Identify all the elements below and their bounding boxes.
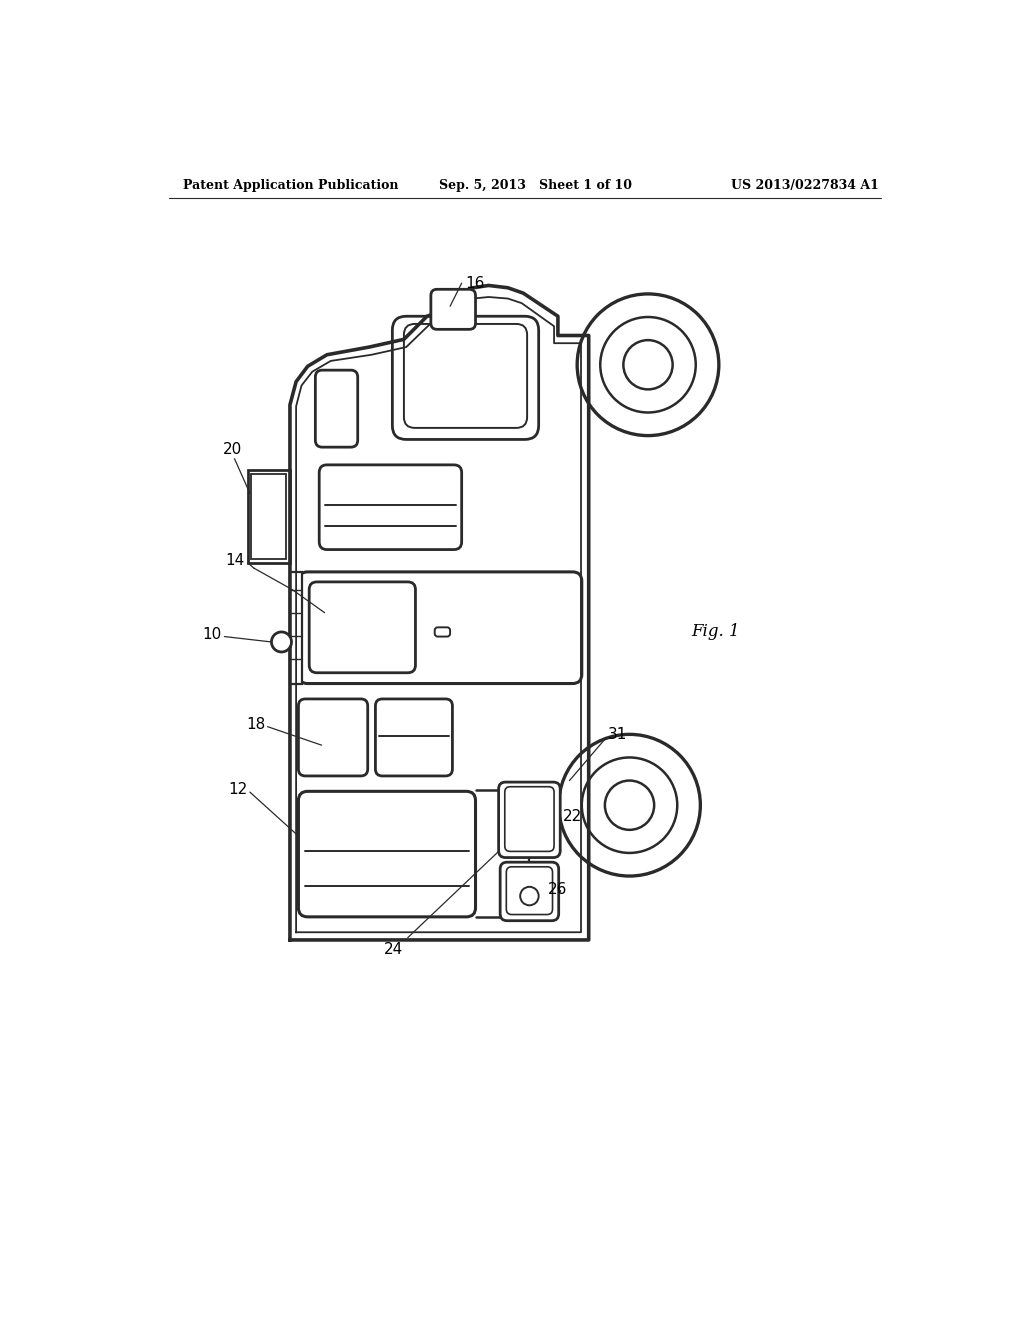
FancyBboxPatch shape bbox=[309, 582, 416, 673]
Bar bbox=[248, 470, 290, 562]
Circle shape bbox=[520, 887, 539, 906]
Circle shape bbox=[600, 317, 695, 413]
Text: Sep. 5, 2013   Sheet 1 of 10: Sep. 5, 2013 Sheet 1 of 10 bbox=[438, 178, 632, 191]
Text: 24: 24 bbox=[384, 942, 403, 957]
Text: US 2013/0227834 A1: US 2013/0227834 A1 bbox=[731, 178, 879, 191]
Text: 31: 31 bbox=[608, 727, 628, 742]
Text: 16: 16 bbox=[466, 276, 485, 290]
FancyBboxPatch shape bbox=[319, 465, 462, 549]
FancyBboxPatch shape bbox=[431, 289, 475, 330]
Text: 20: 20 bbox=[223, 442, 243, 457]
FancyBboxPatch shape bbox=[298, 700, 368, 776]
Circle shape bbox=[578, 294, 719, 436]
Circle shape bbox=[605, 780, 654, 830]
Text: 22: 22 bbox=[563, 809, 583, 824]
Bar bbox=[290, 572, 302, 684]
FancyBboxPatch shape bbox=[403, 323, 527, 428]
FancyBboxPatch shape bbox=[315, 370, 357, 447]
Circle shape bbox=[624, 341, 673, 389]
FancyBboxPatch shape bbox=[499, 781, 560, 858]
Text: 14: 14 bbox=[225, 553, 245, 568]
Text: 12: 12 bbox=[228, 783, 248, 797]
Text: Patent Application Publication: Patent Application Publication bbox=[183, 178, 398, 191]
Circle shape bbox=[271, 632, 292, 652]
FancyBboxPatch shape bbox=[298, 572, 582, 684]
Polygon shape bbox=[290, 285, 589, 940]
Bar bbox=[252, 474, 286, 558]
FancyBboxPatch shape bbox=[392, 317, 539, 440]
FancyBboxPatch shape bbox=[500, 862, 559, 921]
Circle shape bbox=[559, 734, 700, 876]
FancyBboxPatch shape bbox=[376, 700, 453, 776]
FancyBboxPatch shape bbox=[435, 627, 451, 636]
Text: 26: 26 bbox=[548, 882, 567, 898]
Circle shape bbox=[582, 758, 677, 853]
Text: 10: 10 bbox=[202, 627, 221, 642]
FancyBboxPatch shape bbox=[505, 787, 554, 851]
FancyBboxPatch shape bbox=[298, 792, 475, 917]
Text: 18: 18 bbox=[246, 717, 265, 731]
FancyBboxPatch shape bbox=[506, 867, 553, 915]
Text: Fig. 1: Fig. 1 bbox=[691, 623, 740, 640]
